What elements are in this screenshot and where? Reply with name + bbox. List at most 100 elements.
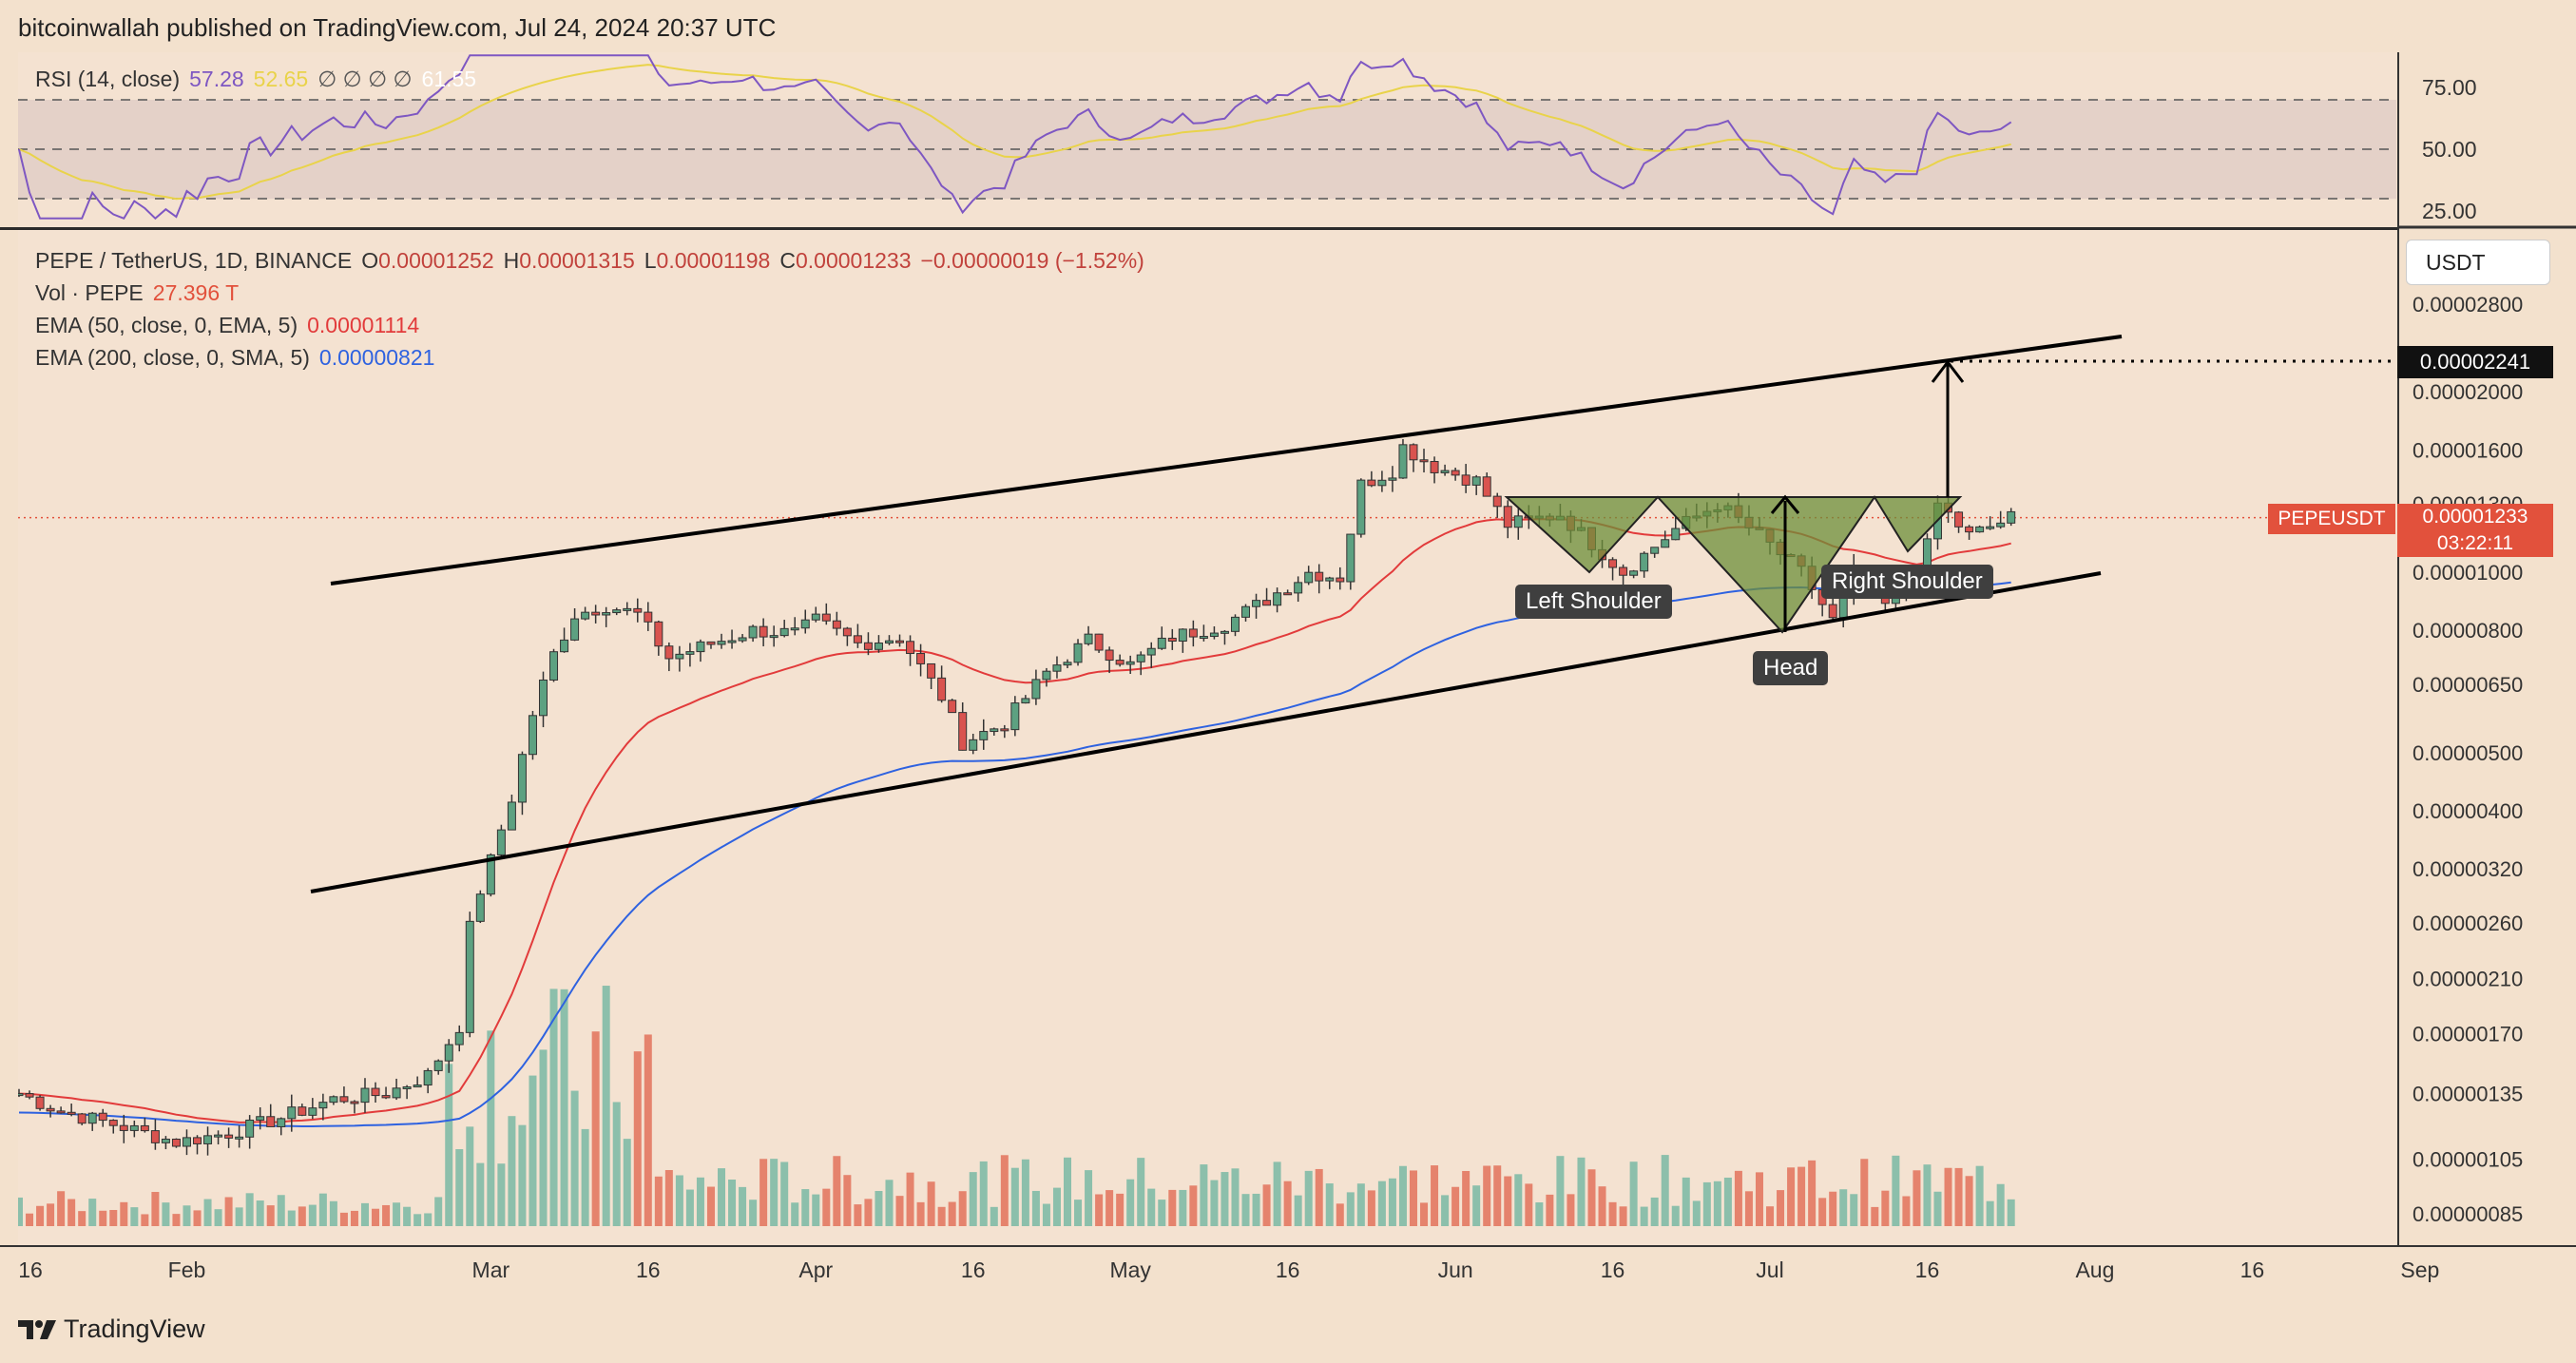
price-axis-label: 0.00000210 [2413,967,2523,990]
candle-body [1241,605,1251,618]
volume-bar [1021,1159,1029,1226]
volume-bar [1933,1191,1942,1226]
volume-bar [183,1205,191,1226]
volume-bar [1273,1161,1281,1226]
candle-body [1010,702,1020,731]
rsi-axis-label: 50.00 [2422,137,2477,162]
volume-bar [350,1210,358,1226]
volume-bar [581,1128,589,1226]
rsi-chart [18,54,2396,221]
volume-bar [277,1195,285,1226]
candle-body [1640,552,1649,572]
candle-body [654,621,663,647]
candle-body [46,1107,55,1112]
candle-body [350,1101,359,1104]
left-shoulder-label: Left Shoulder [1515,585,1672,619]
volume-bar [1336,1203,1344,1226]
volume-bar [1818,1198,1827,1226]
candle-body [193,1137,202,1144]
last-price: 0.00001233 [2422,506,2528,528]
volume-bar [833,1156,841,1226]
volume-bar [1986,1200,1994,1226]
volume-bar [266,1205,275,1226]
candle-body [277,1118,286,1127]
volume-bar [382,1204,391,1226]
candle-body [1492,495,1502,508]
tradingview-logo[interactable]: TradingView [18,1315,205,1344]
candle-body [18,1093,24,1097]
volume-bar [1587,1169,1596,1226]
candle-body [1346,533,1355,583]
time-axis-label: 16 [960,1257,986,1282]
volume-bar [1010,1167,1019,1226]
candle-body [108,1120,118,1126]
volume-bar [1629,1161,1638,1226]
price-axis-label: 0.00000800 [2413,619,2523,643]
volume-bar [1744,1191,1753,1226]
price-chart [18,335,2396,1226]
price-pane[interactable] [18,230,2396,1245]
volume-bar [895,1196,904,1226]
volume-bar [1042,1203,1050,1226]
volume-bar [298,1206,306,1226]
volume-bar [445,1064,453,1226]
pane-separator[interactable] [0,227,2397,230]
volume-bar [78,1211,87,1226]
ema50-line [18,518,2011,1123]
candle-body [874,643,883,650]
rsi-pane[interactable] [18,52,2396,227]
candle-body [1146,647,1156,656]
candle-body [1178,628,1187,643]
candle-body [298,1106,307,1116]
candle-body [1471,476,1481,486]
candle-body [612,609,622,614]
time-axis-label: Mar [471,1257,510,1282]
volume-bar [1766,1206,1775,1226]
volume-bar [1200,1164,1208,1226]
rsi-extra-value: 61.55 [421,67,477,91]
low-value: 0.00001198 [656,248,771,273]
volume-bar [1398,1165,1407,1226]
time-axis-label: 16 [2240,1257,2265,1282]
rsi-ma-value: 52.65 [253,67,309,91]
candle-body [927,662,936,679]
candle-body [1398,444,1408,479]
volume-bar [1085,1170,1093,1226]
candle-body [1671,528,1681,541]
candle-body [203,1135,213,1144]
candle-body [1975,526,1985,533]
volume-bar [508,1116,516,1226]
candle-body [644,611,653,623]
candle-body [308,1107,317,1116]
volume-bar [36,1205,45,1226]
volume-bar [329,1200,337,1226]
candle-body [454,1031,464,1046]
currency-selector[interactable]: USDT [2406,240,2550,285]
candle-body [1608,559,1618,568]
time-axis[interactable]: 16 Feb Mar 16 Apr 16 May 16 Jun 16 Jul 16 Aug 16 Sep [0,1245,2576,1299]
candle-body [1503,506,1512,528]
volume-bar [339,1212,348,1226]
volume-bar [812,1194,820,1226]
volume-bar [1535,1202,1544,1226]
volume-bar [1356,1183,1365,1226]
volume-bar [67,1199,76,1226]
high-value: 0.00001315 [519,248,635,273]
candle-body [1294,582,1303,594]
candle-body [895,640,905,643]
volume-bar [1189,1185,1198,1226]
candle-body [517,754,527,803]
candle-body [150,1130,160,1143]
volume-bar [612,1102,621,1226]
volume-bar [570,1090,579,1226]
volume-bar [1671,1205,1680,1226]
volume-bar [18,1197,23,1226]
volume-bar [1954,1167,1963,1226]
volume-bar [99,1210,107,1226]
volume-bar [1221,1172,1229,1226]
candle-body [339,1096,349,1103]
volume-bar [1252,1193,1260,1226]
rsi-ma-line [18,64,2011,201]
candle-body [1136,654,1145,662]
volume-bar [1871,1206,1879,1226]
